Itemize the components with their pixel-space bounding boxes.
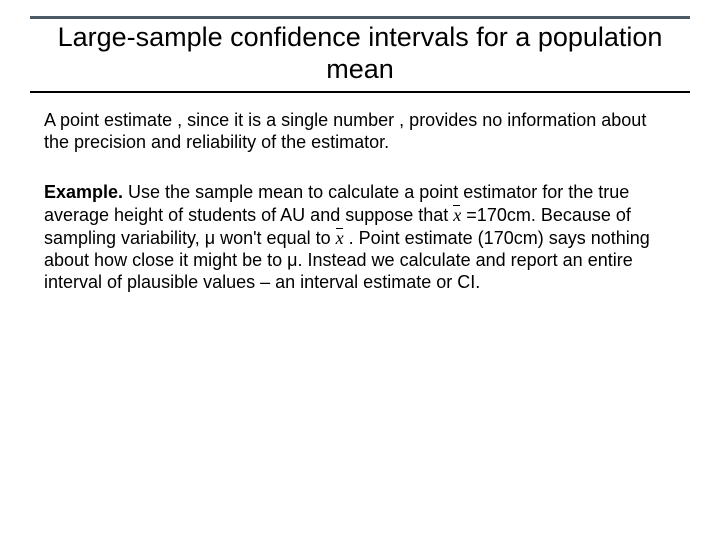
paragraph-1: A point estimate , since it is a single …	[44, 110, 672, 154]
title-line-2: mean	[326, 54, 394, 84]
xbar-symbol-1: x	[453, 204, 461, 224]
example-label: Example.	[44, 182, 123, 202]
title-underline	[30, 91, 690, 93]
paragraph-2: Example. Use the sample mean to calculat…	[44, 182, 672, 294]
body-text: A point estimate , since it is a single …	[44, 110, 672, 322]
top-rule	[30, 16, 690, 19]
xbar-symbol-2: x	[336, 227, 344, 247]
slide: Large-sample confidence intervals for a …	[0, 0, 720, 540]
title-line-1: Large-sample confidence intervals for a …	[58, 22, 663, 52]
slide-title: Large-sample confidence intervals for a …	[30, 22, 690, 86]
